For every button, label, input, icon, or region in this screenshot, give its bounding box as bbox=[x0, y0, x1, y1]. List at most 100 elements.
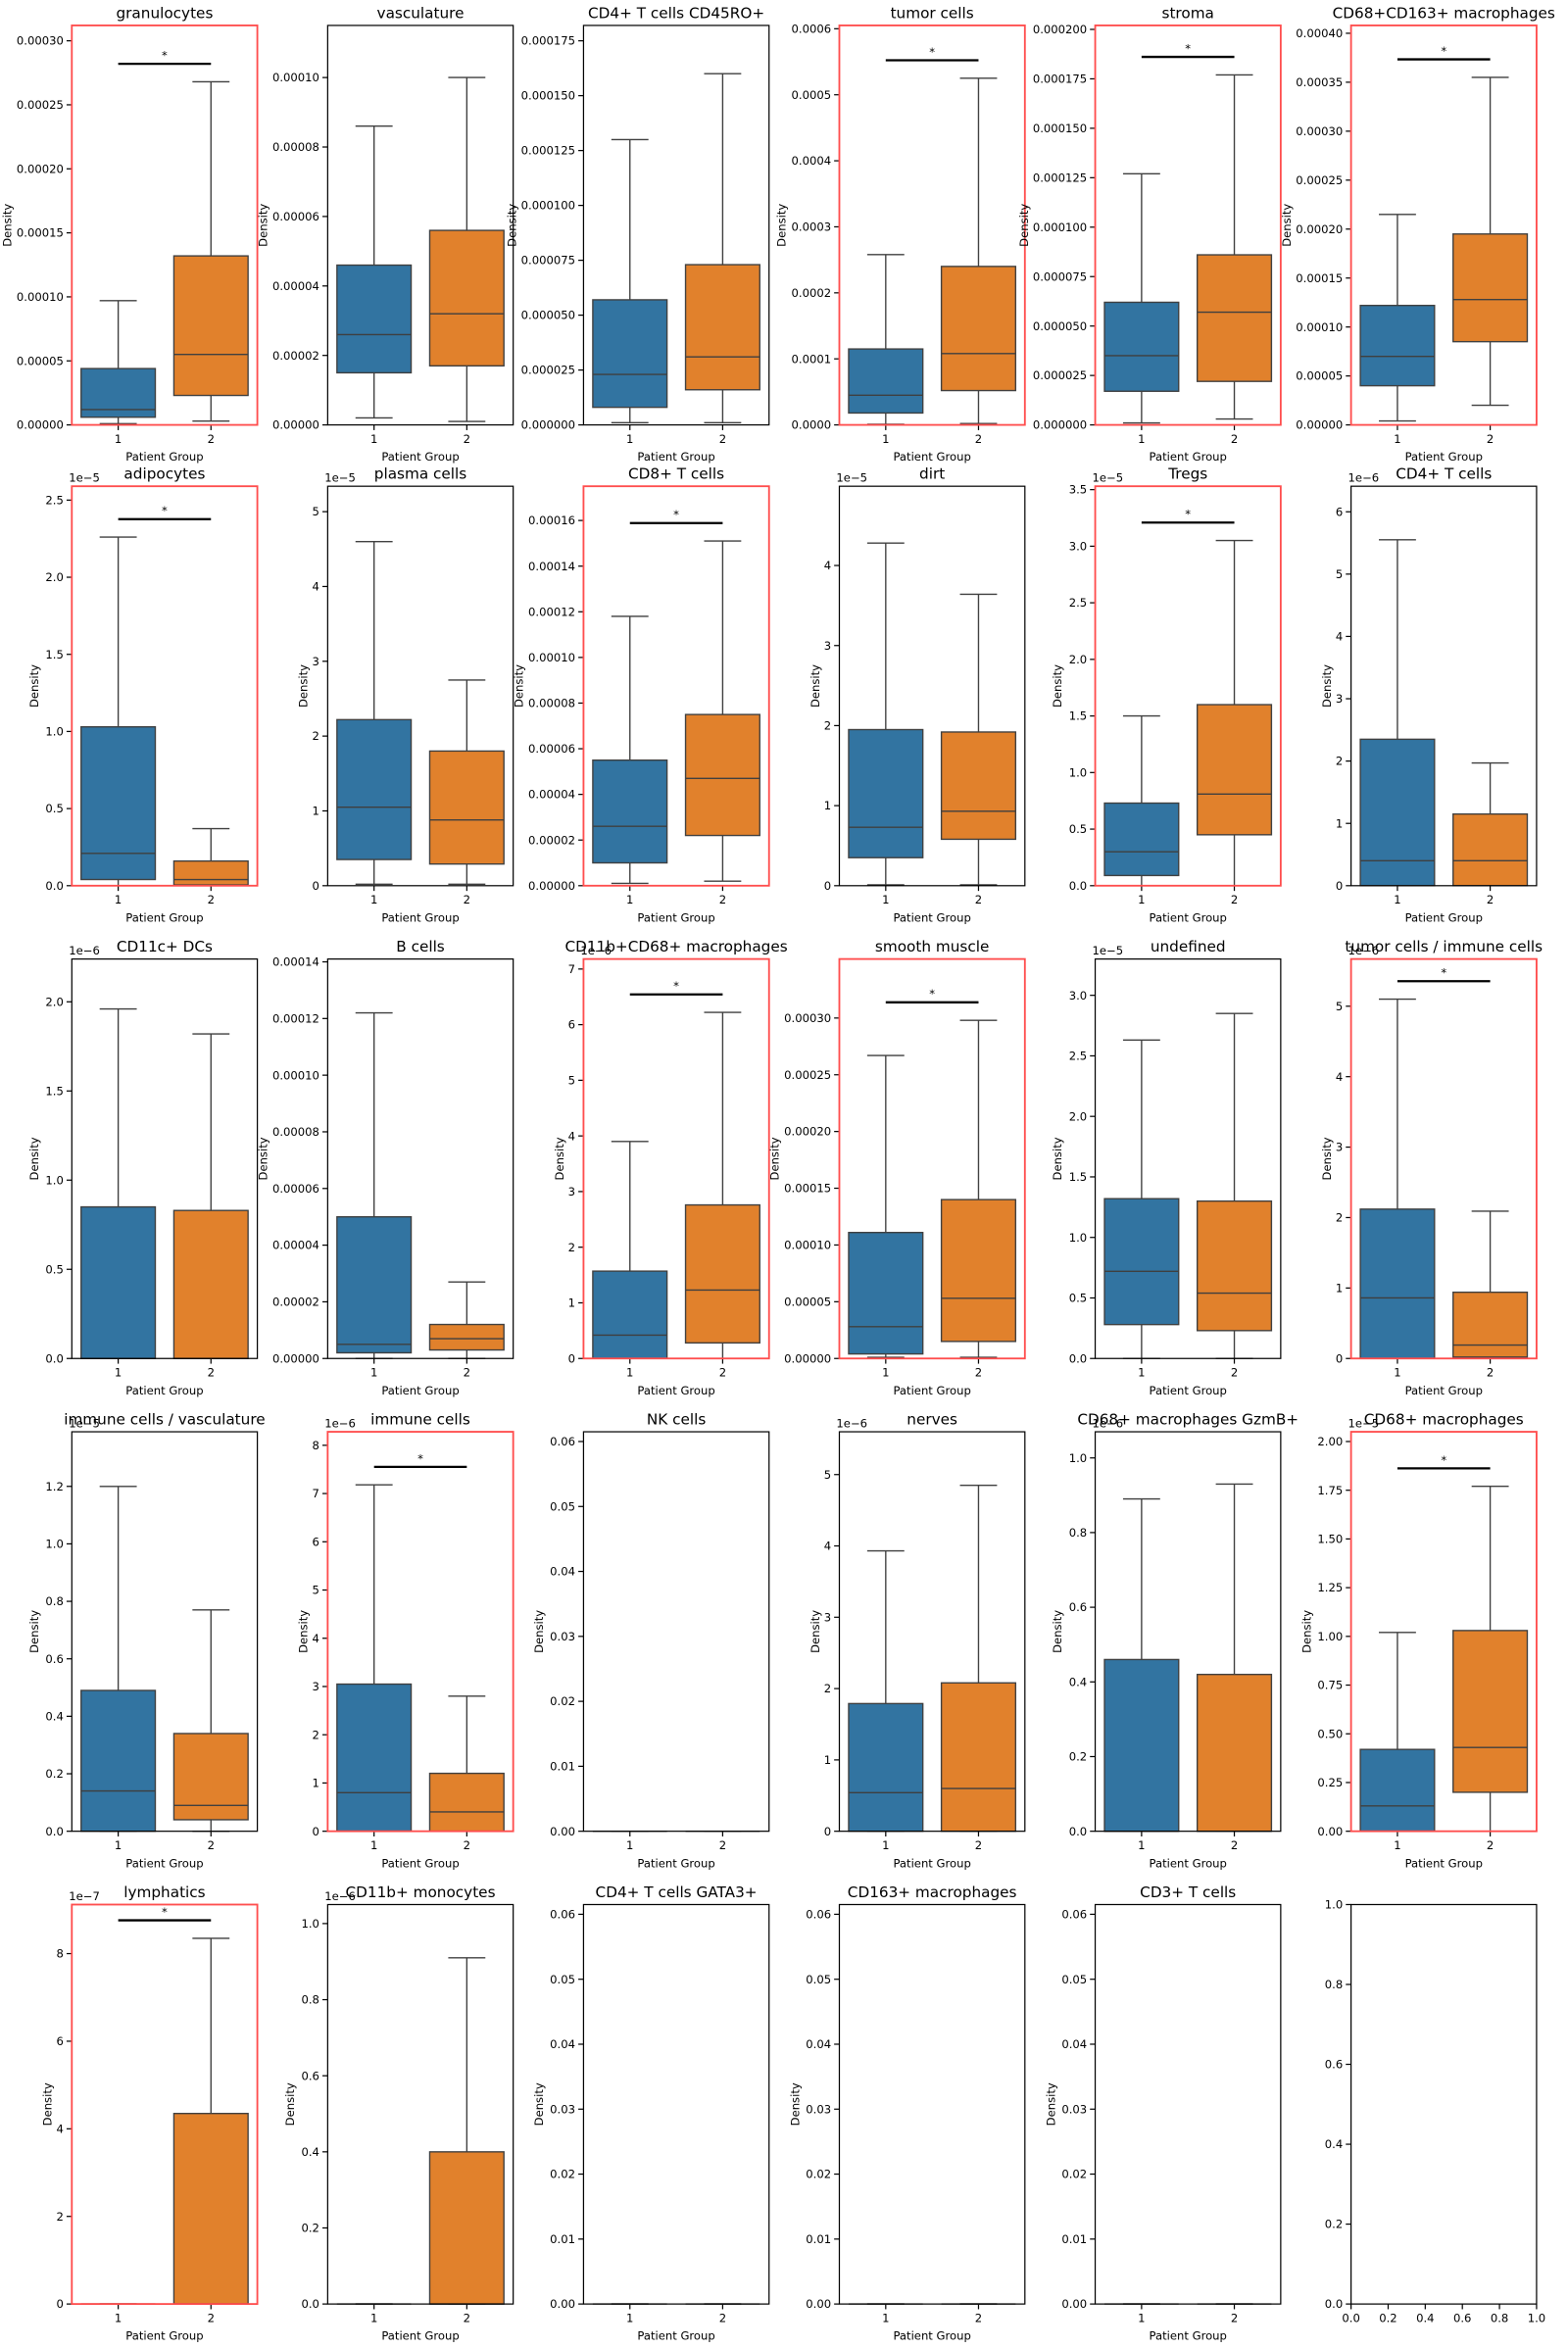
chart-title: undefined bbox=[1151, 938, 1226, 955]
y-tick-label: 0.06 bbox=[1061, 1908, 1087, 1922]
y-axis-label: Density bbox=[1320, 1137, 1334, 1180]
x-tick-label: 2 bbox=[975, 893, 982, 906]
x-tick-label: 1 bbox=[882, 1838, 889, 1852]
x-tick-label: 2 bbox=[464, 1366, 470, 1380]
y-tick-label: 0.01 bbox=[550, 2232, 575, 2246]
y-tick-label: 4 bbox=[1336, 630, 1343, 644]
y-tick-label: 0.00000 bbox=[784, 1351, 831, 1365]
y-tick-label: 1 bbox=[1336, 816, 1343, 830]
y-tick-label: 4 bbox=[313, 580, 319, 594]
box bbox=[428, 750, 505, 865]
x-axis-label: Patient Group bbox=[1405, 450, 1483, 464]
chart-title: CD11b+ monocytes bbox=[346, 1883, 496, 1901]
x-axis-label: Patient Group bbox=[125, 1384, 203, 1397]
chart-title: CD4+ T cells GATA3+ bbox=[596, 1883, 758, 1901]
y-tick-label: 0.00020 bbox=[17, 162, 64, 175]
y-offset-label: 1e−6 bbox=[69, 944, 100, 957]
x-tick-label: 1 bbox=[626, 1366, 633, 1380]
y-tick-label: 0 bbox=[1336, 879, 1343, 893]
chart-title: lymphatics bbox=[123, 1883, 205, 1901]
y-tick-label: 7 bbox=[568, 962, 575, 976]
x-tick-label: 2 bbox=[719, 432, 726, 446]
x-tick-label: 1 bbox=[626, 2311, 633, 2324]
chart-title: CD11c+ DCs bbox=[117, 938, 213, 955]
y-tick-label: 6 bbox=[568, 1018, 575, 1032]
axes-frame bbox=[71, 958, 259, 1359]
y-axis-label: Density bbox=[283, 2082, 297, 2126]
y-tick-label: 4 bbox=[313, 1632, 319, 1645]
y-tick-label: 1.5 bbox=[1069, 709, 1087, 723]
x-tick-label: 1 bbox=[626, 893, 633, 906]
x-tick-label: 1 bbox=[1138, 1838, 1145, 1852]
y-tick-label: 0.02 bbox=[1061, 2168, 1087, 2181]
y-tick-label: 0.00004 bbox=[272, 1239, 319, 1252]
y-tick-label: 4 bbox=[568, 1129, 575, 1143]
chart-title: CD68+ macrophages GzmB+ bbox=[1077, 1410, 1298, 1428]
x-tick-label: 1 bbox=[115, 432, 122, 446]
y-tick-label: 0.8 bbox=[45, 1594, 63, 1608]
y-offset-label: 1e−6 bbox=[836, 1416, 867, 1430]
significance-label: * bbox=[929, 45, 935, 59]
box bbox=[80, 1689, 157, 1833]
y-tick-label: 2.00 bbox=[1317, 1435, 1343, 1448]
y-tick-label: 0.00030 bbox=[784, 1011, 831, 1025]
chart-title: tumor cells bbox=[891, 4, 974, 22]
y-tick-label: 0.00010 bbox=[272, 71, 319, 84]
x-tick-label: 2 bbox=[1487, 1838, 1494, 1852]
y-axis-label: Density bbox=[1051, 1610, 1064, 1653]
box bbox=[940, 1682, 1017, 1833]
y-tick-label: 0.5 bbox=[45, 1262, 63, 1276]
y-tick-label: 0.00025 bbox=[17, 98, 64, 112]
y-tick-label: 0.5 bbox=[45, 802, 63, 815]
y-tick-label: 1.2 bbox=[45, 1480, 63, 1493]
significance-label: * bbox=[162, 49, 168, 63]
chart-title: adipocytes bbox=[123, 465, 205, 483]
y-tick-label: 1.0 bbox=[45, 1538, 63, 1551]
x-tick-label: 1 bbox=[1394, 893, 1400, 906]
box bbox=[1196, 254, 1273, 382]
chart-title: CD8+ T cells bbox=[628, 465, 724, 483]
y-tick-label: 0.0001 bbox=[792, 352, 832, 366]
y-tick-label: 0.00010 bbox=[784, 1239, 831, 1252]
significance-label: * bbox=[1441, 44, 1446, 58]
y-tick-label: 6 bbox=[313, 1535, 319, 1548]
y-tick-label: 0.0006 bbox=[792, 22, 832, 35]
y-tick-label: 1.25 bbox=[1317, 1581, 1343, 1594]
y-tick-label: 0.00040 bbox=[1296, 26, 1343, 40]
x-axis-label: Patient Group bbox=[381, 450, 459, 464]
y-tick-label: 0.2 bbox=[45, 1767, 63, 1781]
y-tick-label: 0.03 bbox=[550, 1630, 575, 1643]
axes-frame bbox=[71, 1903, 259, 2306]
x-tick-label: 2 bbox=[719, 1366, 726, 1380]
y-tick-label: 0.03 bbox=[550, 2102, 575, 2116]
axes-frame bbox=[326, 485, 514, 887]
y-tick-label: 0.00005 bbox=[1296, 369, 1343, 383]
y-tick-label: 3 bbox=[824, 1610, 831, 1624]
y-axis-label: Density bbox=[553, 1137, 566, 1180]
box bbox=[172, 2113, 249, 2305]
y-tick-label: 0.0000 bbox=[792, 418, 832, 432]
y-tick-label: 0.0 bbox=[302, 2297, 319, 2311]
x-axis-label: Patient Group bbox=[1405, 1856, 1483, 1870]
y-tick-label: 2.0 bbox=[1069, 653, 1087, 666]
x-tick-label: 0.6 bbox=[1453, 2311, 1471, 2324]
y-tick-label: 0.00008 bbox=[272, 1125, 319, 1139]
y-tick-label: 0.000000 bbox=[1033, 418, 1087, 432]
y-tick-label: 0.00008 bbox=[272, 140, 319, 154]
box bbox=[428, 1323, 505, 1351]
x-tick-label: 2 bbox=[719, 893, 726, 906]
x-tick-label: 1 bbox=[115, 1838, 122, 1852]
y-tick-label: 1.50 bbox=[1317, 1533, 1343, 1546]
y-tick-label: 3.0 bbox=[1069, 540, 1087, 554]
box bbox=[428, 2151, 505, 2305]
chart-title: tumor cells / immune cells bbox=[1345, 938, 1543, 955]
box bbox=[940, 266, 1017, 392]
y-tick-label: 0.00025 bbox=[784, 1068, 831, 1082]
y-axis-label: Density bbox=[808, 664, 822, 708]
chart-title: CD163+ macrophages bbox=[848, 1883, 1017, 1901]
y-tick-label: 2 bbox=[1336, 1211, 1343, 1225]
y-tick-label: 0 bbox=[57, 2297, 64, 2311]
x-tick-label: 1 bbox=[626, 432, 633, 446]
y-tick-label: 0.00010 bbox=[17, 290, 64, 304]
